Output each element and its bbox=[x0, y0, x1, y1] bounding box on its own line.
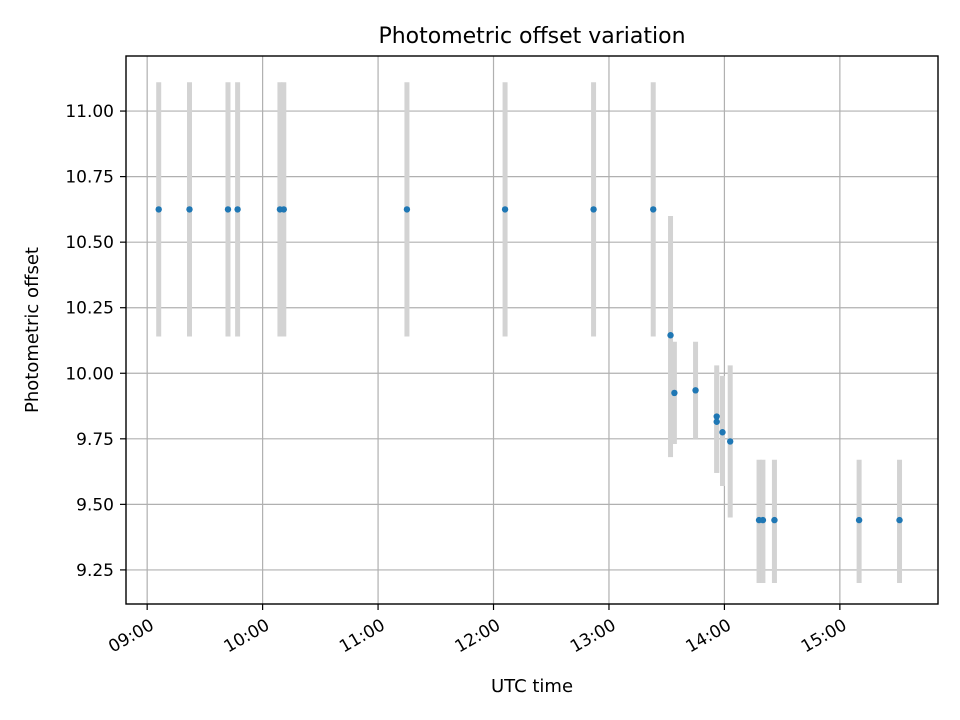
y-tick-label: 9.75 bbox=[76, 430, 114, 450]
x-axis: 09:00 10:00 11:00 12:00 13:00 14:00 15:00 bbox=[105, 604, 850, 657]
data-point bbox=[759, 516, 767, 524]
data-point bbox=[719, 429, 726, 436]
plot-frame bbox=[125, 55, 939, 605]
data-point bbox=[650, 206, 657, 213]
y-tick-label: 10.75 bbox=[65, 168, 114, 188]
data-point bbox=[713, 413, 720, 420]
data-point bbox=[155, 206, 162, 213]
y-tick-label: 9.50 bbox=[76, 495, 114, 515]
y-tick-label: 9.25 bbox=[76, 561, 114, 581]
x-tick-label: 12:00 bbox=[452, 615, 504, 657]
data-point bbox=[771, 516, 778, 524]
data-point bbox=[186, 206, 193, 213]
data-point bbox=[726, 438, 734, 445]
chart-title: Photometric offset variation bbox=[378, 24, 685, 49]
x-tick-label: 14:00 bbox=[682, 615, 734, 657]
data-point bbox=[713, 418, 720, 425]
data-point bbox=[671, 389, 678, 397]
y-axis: 9.25 9.50 9.75 10.00 10.25 10.50 10.75 11.00 bbox=[65, 102, 126, 581]
x-tick-label: 13:00 bbox=[567, 615, 619, 657]
y-tick-label: 10.00 bbox=[65, 364, 114, 384]
data-point bbox=[855, 516, 863, 524]
data-point bbox=[692, 387, 699, 394]
x-tick-label: 11:00 bbox=[336, 615, 388, 657]
x-tick-label: 15:00 bbox=[798, 615, 850, 657]
y-tick-label: 11.00 bbox=[65, 102, 114, 122]
grid bbox=[126, 56, 938, 604]
data-point bbox=[667, 332, 674, 339]
x-tick-label: 09:00 bbox=[105, 615, 157, 657]
error-bars bbox=[156, 82, 903, 584]
data-point bbox=[590, 206, 597, 213]
x-axis-label: UTC time bbox=[491, 676, 573, 697]
y-tick-label: 10.50 bbox=[65, 233, 114, 253]
data-point bbox=[234, 206, 241, 213]
y-axis-label: Photometric offset bbox=[22, 247, 43, 413]
data-point bbox=[280, 206, 287, 213]
data-point bbox=[501, 206, 509, 213]
x-tick-label: 10:00 bbox=[221, 615, 273, 657]
y-tick-label: 10.25 bbox=[65, 299, 114, 319]
data-point bbox=[403, 206, 411, 213]
data-points bbox=[155, 206, 903, 524]
data-point bbox=[896, 516, 903, 524]
data-point bbox=[224, 206, 232, 213]
